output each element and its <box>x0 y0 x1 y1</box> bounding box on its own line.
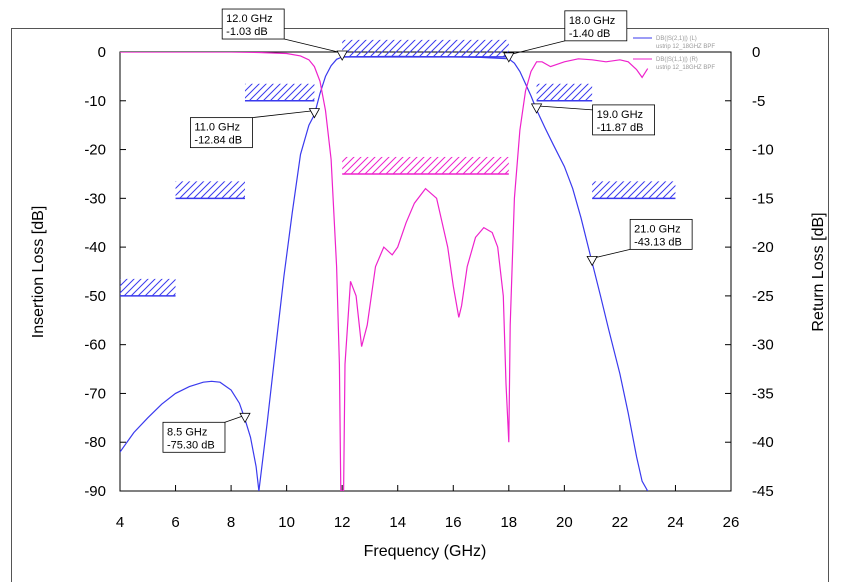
x-tick-label: 26 <box>723 514 740 531</box>
y-left-tick-label: -20 <box>84 142 106 159</box>
y-left-tick-label: -70 <box>84 385 106 402</box>
x-tick-label: 12 <box>334 514 351 531</box>
marker-triangle <box>503 52 515 63</box>
marker-label-freq: 18.0 GHz <box>569 15 615 27</box>
y-right-tick-label: -35 <box>752 385 774 402</box>
y-left-tick-label: -50 <box>84 288 106 305</box>
y-axis-left-title: Insertion Loss [dB] <box>30 206 47 339</box>
y-left-tick-label: 0 <box>98 44 106 61</box>
y-left-tick-label: -30 <box>84 190 106 207</box>
marker-leader <box>592 248 631 259</box>
y-axis-right-title: Return Loss [dB] <box>810 212 827 331</box>
marker-label-value: -1.03 dB <box>226 26 268 38</box>
marker-label-value: -11.87 dB <box>597 122 644 134</box>
marker-label-freq: 8.5 GHz <box>167 426 207 438</box>
marker-box <box>162 421 226 453</box>
y-right-tick-label: -15 <box>752 190 774 207</box>
y-right-tick-label: -25 <box>752 288 774 305</box>
plot-area: 4 6 8 10 12 14 16 18 20 22 24 260-10-20-30-40-50-60… <box>84 8 774 531</box>
legend-label: DB(|S(1,1)|) (R) <box>656 57 698 63</box>
legend-sublabel: ustrip 12_18GHZ BPF <box>656 65 715 71</box>
x-tick-label: 4 <box>116 514 124 531</box>
chart-frame <box>11 28 829 582</box>
mask-hatch <box>342 156 509 174</box>
marker-label-freq: 21.0 GHz <box>634 223 680 235</box>
mask-hatch <box>175 181 245 199</box>
x-tick-label: 6 <box>171 514 179 531</box>
marker-triangle <box>308 108 321 119</box>
legend-sublabel: ustrip 12_18GHZ BPF <box>656 44 715 50</box>
y-right-tick-label: 0 <box>752 44 760 61</box>
y-left-tick-label: -80 <box>84 434 106 451</box>
x-tick-label: 14 <box>389 514 406 531</box>
marker-leader <box>252 110 315 119</box>
y-right-tick-label: -40 <box>752 434 774 451</box>
y-right-tick-label: -20 <box>752 239 774 256</box>
marker-label-value: -1.40 dB <box>569 28 611 40</box>
x-tick-label: 8 <box>227 514 235 531</box>
x-axis-title: Frequency (GHz) <box>364 543 487 560</box>
mask-hatch <box>244 83 315 101</box>
marker-box <box>629 218 693 250</box>
x-tick-label: 24 <box>667 514 684 531</box>
marker-triangle <box>530 103 543 114</box>
x-tick-label: 20 <box>556 514 573 531</box>
y-left-tick-label: -60 <box>84 337 106 354</box>
marker-box <box>592 104 655 136</box>
series-line-s11 <box>120 52 649 491</box>
marker-triangle <box>336 50 348 61</box>
x-tick-label: 22 <box>612 514 629 531</box>
mask-hatch <box>592 181 676 199</box>
marker-box <box>564 10 628 42</box>
y-right-tick-label: -45 <box>752 483 774 500</box>
marker-label-freq: 12.0 GHz <box>226 13 272 25</box>
y-left-tick-label: -10 <box>84 93 106 110</box>
legend-label: DB(|S(2,1)|) (L) <box>656 36 697 42</box>
y-left-tick-label: -90 <box>84 483 106 500</box>
y-right-tick-label: -30 <box>752 337 774 354</box>
mask-hatch <box>342 39 509 57</box>
marker-triangle <box>586 255 598 267</box>
marker-label-value: -12.84 dB <box>194 135 242 147</box>
y-right-tick-label: -5 <box>752 93 765 110</box>
marker-leader <box>536 105 593 111</box>
x-tick-label: 18 <box>500 514 517 531</box>
mask-hatch <box>120 278 176 296</box>
mask-hatch <box>536 83 593 101</box>
marker-triangle <box>239 412 251 424</box>
x-tick-label: 16 <box>445 514 462 531</box>
y-right-tick-label: -10 <box>752 142 774 159</box>
x-tick-label: 10 <box>278 514 295 531</box>
y-left-tick-label: -40 <box>84 239 106 256</box>
marker-label-value: -75.30 dB <box>167 439 215 451</box>
series-line-s21 <box>120 55 649 491</box>
marker-leader <box>284 38 343 54</box>
marker-leader <box>508 40 565 56</box>
marker-box <box>190 117 253 149</box>
marker-label-freq: 11.0 GHz <box>194 122 240 134</box>
marker-label-freq: 19.0 GHz <box>597 109 643 121</box>
marker-label-value: -43.13 dB <box>634 236 682 248</box>
marker-box <box>221 8 285 40</box>
